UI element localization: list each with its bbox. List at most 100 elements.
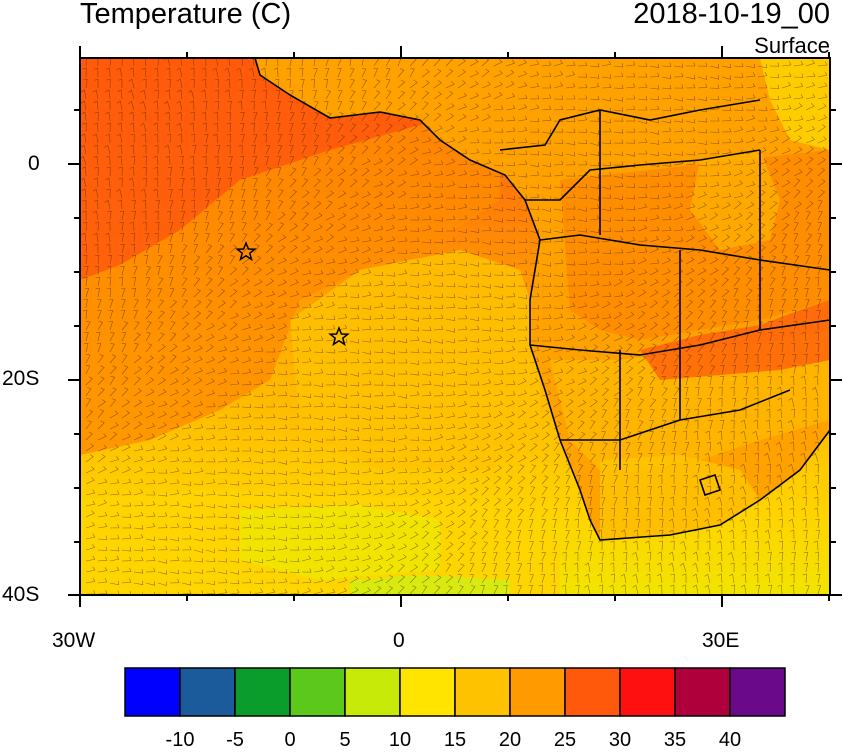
wind-barb — [755, 364, 760, 375]
wind-barb — [94, 78, 99, 88]
wind-barb — [325, 393, 336, 398]
wind-barb — [313, 178, 321, 188]
wind-barb — [129, 58, 135, 67]
wind-barb — [201, 58, 207, 67]
wind-barb — [517, 475, 526, 485]
wind-barb — [577, 409, 585, 419]
wind-barb — [213, 122, 219, 133]
wind-barb — [373, 134, 381, 144]
wind-barb — [552, 552, 557, 562]
wind-barb — [637, 420, 644, 430]
wind-barb — [325, 90, 332, 100]
wind-barb — [422, 359, 432, 364]
wind-barb — [92, 89, 99, 100]
wind-barb — [781, 222, 790, 232]
wind-barb — [637, 301, 647, 309]
wind-barb — [289, 392, 300, 397]
wind-barb — [765, 408, 771, 419]
wind-barb — [409, 391, 420, 397]
wind-barb — [241, 567, 252, 573]
wind-barb — [493, 295, 504, 300]
wind-barb — [565, 346, 576, 353]
wind-barb — [517, 126, 528, 133]
wind-barb — [176, 78, 183, 89]
wind-barb — [670, 540, 675, 551]
wind-barb — [142, 144, 147, 155]
wind-barb — [433, 521, 443, 529]
wind-barb — [553, 171, 564, 177]
wind-barb — [216, 199, 221, 210]
wind-barb — [565, 151, 576, 157]
wind-barb — [541, 262, 552, 267]
wind-barb — [445, 81, 455, 89]
wind-barb — [109, 431, 118, 441]
wind-barb — [445, 205, 456, 210]
wind-barb — [265, 256, 275, 265]
wind-barb — [704, 573, 711, 584]
wind-barb — [373, 247, 384, 254]
wind-barb — [764, 441, 771, 452]
wind-barb — [157, 432, 167, 441]
wind-barb — [229, 435, 240, 441]
wind-barb — [265, 588, 276, 595]
wind-barb — [212, 67, 219, 78]
wind-barb — [745, 115, 756, 122]
wind-barb — [601, 227, 612, 232]
wind-barb — [505, 563, 511, 573]
wind-barb — [661, 376, 667, 386]
wind-barb — [517, 585, 522, 595]
wind-barb — [289, 123, 294, 133]
wind-barb — [141, 199, 147, 210]
wind-barb — [349, 533, 360, 540]
wind-barb — [347, 58, 352, 67]
wind-barb — [241, 335, 252, 342]
wind-barb — [492, 563, 498, 573]
wind-barb — [373, 457, 384, 463]
wind-barb — [385, 134, 393, 144]
wind-barb — [805, 136, 815, 144]
wind-barb — [589, 82, 600, 89]
wind-barb — [740, 419, 747, 430]
wind-barb — [433, 358, 444, 364]
colorbar-label: 30 — [608, 729, 632, 751]
wind-barb — [682, 430, 688, 441]
wind-barb — [565, 172, 576, 177]
wind-barb — [229, 492, 240, 498]
wind-barb — [217, 457, 228, 463]
wind-barb — [133, 556, 144, 562]
wind-barb — [743, 320, 749, 331]
wind-barb — [397, 520, 407, 529]
wind-barb — [625, 205, 636, 211]
wind-barb — [313, 269, 324, 276]
wind-barb — [729, 452, 735, 463]
wind-barb — [577, 228, 588, 233]
wind-barb — [349, 123, 357, 133]
wind-barb — [505, 206, 516, 212]
wind-barb — [793, 135, 803, 144]
wind-barb — [647, 474, 652, 485]
wind-barb — [493, 316, 504, 322]
wind-barb — [589, 409, 598, 419]
wind-barb — [433, 68, 442, 78]
wind-barb — [421, 215, 432, 221]
wind-barb — [562, 551, 567, 562]
wind-barb — [742, 441, 748, 452]
wind-barb — [301, 312, 312, 320]
wind-barb — [313, 415, 324, 421]
wind-barb — [457, 423, 468, 430]
wind-barb — [205, 378, 215, 386]
wind-barb — [541, 337, 552, 342]
wind-barb — [793, 60, 804, 67]
wind-barb — [781, 135, 791, 144]
wind-barb — [505, 380, 516, 386]
wind-barb — [801, 507, 807, 518]
wind-barb — [625, 226, 636, 232]
wind-barb — [613, 84, 624, 89]
wind-barb — [109, 456, 120, 463]
wind-barb — [553, 389, 564, 397]
wind-barb — [385, 204, 396, 210]
wind-barb — [349, 521, 360, 529]
wind-barb — [673, 258, 684, 265]
wind-barb — [781, 266, 786, 276]
wind-barb — [361, 236, 372, 243]
